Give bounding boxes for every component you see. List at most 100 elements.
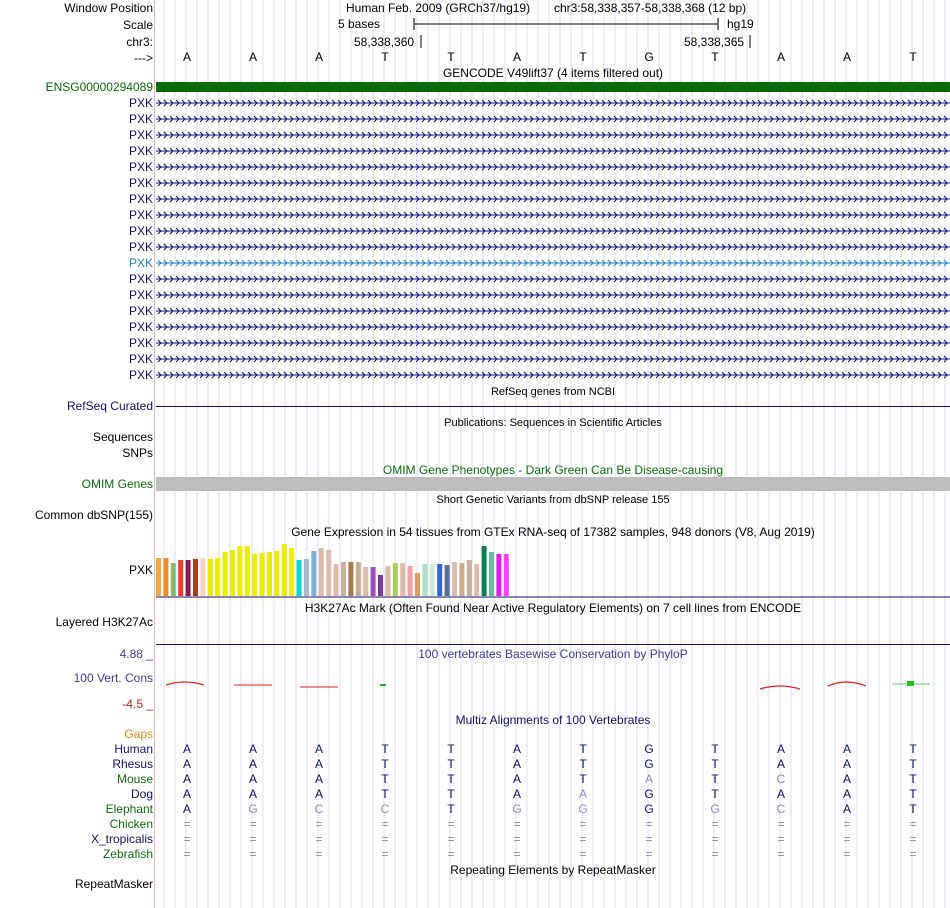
gencode-transcript-label[interactable]: PXK [128, 352, 153, 366]
gencode-transcript-label[interactable]: PXK [128, 224, 153, 238]
gtex-tissue-bar[interactable] [400, 563, 406, 596]
snps-label[interactable]: SNPs [122, 446, 153, 460]
gencode-transcript-label[interactable]: PXK [128, 192, 153, 206]
gtex-tissue-bar[interactable] [170, 563, 176, 596]
gtex-tissue-bar[interactable] [429, 564, 435, 596]
gtex-tissue-bar[interactable] [437, 564, 443, 596]
gtex-tissue-bar[interactable] [252, 554, 258, 596]
gencode-transcript-line[interactable] [156, 178, 950, 188]
gencode-transcript-line[interactable] [156, 258, 950, 268]
gtex-tissue-bar[interactable] [296, 560, 302, 596]
gtex-tissue-bar[interactable] [326, 550, 332, 596]
gencode-transcript-label[interactable]: PXK [128, 144, 153, 158]
gtex-tissue-bar[interactable] [370, 567, 376, 596]
gencode-transcript-label[interactable]: PXK [128, 256, 153, 270]
h3k27-label[interactable]: Layered H3K27Ac [55, 615, 153, 629]
multiz-species-label[interactable]: X_tropicalis [90, 832, 153, 846]
multiz-species-label[interactable]: Mouse [116, 772, 153, 786]
gencode-transcript-line[interactable] [156, 98, 950, 108]
gtex-tissue-bar[interactable] [415, 573, 420, 596]
repeatmasker-label[interactable]: RepeatMasker [74, 877, 153, 891]
gtex-tissue-bar[interactable] [385, 566, 391, 596]
gtex-tissue-bar[interactable] [341, 562, 346, 596]
gencode-transcript-line[interactable] [156, 370, 950, 380]
gtex-tissue-bar[interactable] [178, 560, 184, 596]
gencode-transcript-line[interactable] [156, 194, 950, 204]
gencode-transcript-line[interactable] [156, 242, 950, 252]
gencode-transcript-label[interactable]: PXK [128, 240, 153, 254]
omim-label[interactable]: OMIM Genes [81, 477, 153, 491]
gtex-tissue-bar[interactable] [207, 559, 213, 596]
gtex-chart[interactable] [156, 538, 950, 598]
gencode-transcript-line[interactable] [156, 114, 950, 124]
gtex-tissue-bar[interactable] [378, 575, 383, 596]
gencode-transcript-line[interactable] [156, 274, 950, 284]
gtex-tissue-bar[interactable] [363, 567, 369, 596]
gtex-tissue-bar[interactable] [481, 546, 487, 596]
gtex-tissue-bar[interactable] [193, 559, 198, 596]
gencode-transcript-line[interactable] [156, 322, 950, 332]
gtex-tissue-bar[interactable] [237, 546, 243, 596]
gencode-transcript-label[interactable]: PXK [128, 176, 153, 190]
gencode-transcript-label[interactable]: PXK [128, 112, 153, 126]
omim-bar[interactable] [156, 477, 950, 491]
gtex-tissue-bar[interactable] [281, 544, 287, 596]
gtex-tissue-bar[interactable] [230, 550, 235, 596]
gtex-tissue-bar[interactable] [348, 562, 354, 596]
gtex-tissue-bar[interactable] [304, 559, 309, 596]
gtex-tissue-bar[interactable] [474, 564, 480, 596]
gtex-tissue-bar[interactable] [215, 558, 221, 596]
gtex-label[interactable]: PXK [128, 563, 153, 577]
gtex-tissue-bar[interactable] [333, 564, 339, 596]
gencode-gene-bar[interactable] [156, 82, 950, 92]
gencode-transcript-line[interactable] [156, 290, 950, 300]
gtex-tissue-bar[interactable] [503, 554, 509, 596]
gencode-gene-label[interactable]: ENSG00000294089 [45, 80, 153, 94]
gencode-transcript-line[interactable] [156, 306, 950, 316]
gaps-label[interactable]: Gaps [124, 727, 153, 741]
gtex-tissue-bar[interactable] [200, 558, 206, 596]
gtex-tissue-bar[interactable] [444, 565, 450, 596]
multiz-species-label[interactable]: Human [114, 742, 153, 756]
refseq-line[interactable] [156, 406, 950, 407]
gtex-tissue-bar[interactable] [407, 566, 413, 596]
gencode-transcript-line[interactable] [156, 130, 950, 140]
gencode-transcript-label[interactable]: PXK [128, 320, 153, 334]
gencode-transcript-label[interactable]: PXK [128, 368, 153, 382]
gencode-transcript-line[interactable] [156, 226, 950, 236]
gencode-transcript-label[interactable]: PXK [128, 288, 153, 302]
gencode-transcript-label[interactable]: PXK [128, 96, 153, 110]
gencode-transcript-label[interactable]: PXK [128, 128, 153, 142]
gtex-tissue-bar[interactable] [459, 563, 465, 596]
gtex-tissue-bar[interactable] [318, 548, 324, 596]
multiz-species-label[interactable]: Elephant [105, 802, 153, 816]
gtex-tissue-bar[interactable] [466, 560, 472, 596]
gtex-tissue-bar[interactable] [274, 551, 280, 596]
multiz-species-label[interactable]: Dog [130, 787, 153, 801]
sequences-label[interactable]: Sequences [92, 430, 153, 444]
multiz-species-label[interactable]: Zebrafish [102, 847, 153, 861]
gencode-transcript-line[interactable] [156, 338, 950, 348]
gtex-tissue-bar[interactable] [496, 554, 502, 596]
gtex-tissue-bar[interactable] [163, 558, 169, 596]
refseq-label[interactable]: RefSeq Curated [66, 399, 153, 413]
gencode-transcript-label[interactable]: PXK [128, 336, 153, 350]
gtex-tissue-bar[interactable] [259, 553, 265, 596]
gtex-tissue-bar[interactable] [392, 563, 398, 596]
gtex-tissue-bar[interactable] [311, 551, 317, 596]
gencode-transcript-line[interactable] [156, 162, 950, 172]
gencode-transcript-line[interactable] [156, 146, 950, 156]
gtex-tissue-bar[interactable] [185, 560, 191, 596]
gtex-tissue-bar[interactable] [156, 558, 161, 596]
multiz-species-label[interactable]: Chicken [109, 817, 153, 831]
gtex-tissue-bar[interactable] [244, 546, 250, 596]
gtex-tissue-bar[interactable] [355, 562, 361, 596]
gencode-transcript-label[interactable]: PXK [128, 208, 153, 222]
gencode-transcript-label[interactable]: PXK [128, 272, 153, 286]
gtex-tissue-bar[interactable] [422, 564, 428, 596]
phylop-plot[interactable] [156, 670, 950, 700]
gtex-tissue-bar[interactable] [222, 552, 228, 596]
gencode-transcript-line[interactable] [156, 210, 950, 220]
dbsnp-label[interactable]: Common dbSNP(155) [34, 508, 153, 522]
gencode-transcript-label[interactable]: PXK [128, 160, 153, 174]
